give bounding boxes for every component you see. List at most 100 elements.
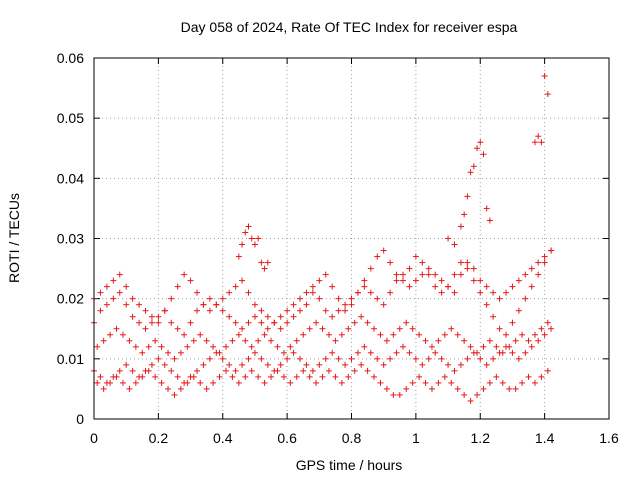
data-point — [187, 277, 194, 284]
y-tick-label: 0.05 — [57, 110, 84, 126]
data-point — [332, 337, 339, 344]
data-point — [145, 343, 152, 350]
data-point — [100, 385, 107, 392]
data-point — [242, 373, 249, 380]
data-point — [480, 385, 487, 392]
data-point — [229, 373, 236, 380]
data-point — [245, 355, 252, 362]
data-point — [222, 343, 229, 350]
data-point — [496, 295, 503, 302]
x-tick-label: 0.6 — [277, 430, 297, 446]
data-point — [377, 379, 384, 386]
data-point — [129, 313, 136, 320]
data-point — [168, 295, 175, 302]
data-point — [184, 343, 191, 350]
data-point — [374, 295, 381, 302]
x-tick-label: 0 — [90, 430, 98, 446]
data-point — [467, 397, 474, 404]
data-point — [454, 331, 461, 338]
data-point — [235, 253, 242, 260]
data-point — [428, 343, 435, 350]
data-point — [390, 331, 397, 338]
data-point — [509, 319, 516, 326]
data-point — [348, 301, 355, 308]
data-point — [206, 355, 213, 362]
data-point — [284, 319, 291, 326]
data-point — [528, 343, 535, 350]
data-point — [165, 385, 172, 392]
data-point — [136, 319, 143, 326]
data-point — [522, 271, 529, 278]
x-tick-label: 1.2 — [471, 430, 491, 446]
data-point — [361, 283, 368, 290]
data-point — [232, 283, 239, 290]
data-point — [251, 301, 258, 308]
data-point — [284, 307, 291, 314]
data-point — [486, 379, 493, 386]
data-point — [354, 349, 361, 356]
data-point — [226, 361, 233, 368]
data-point — [226, 289, 233, 296]
data-point — [412, 355, 419, 362]
data-point — [290, 301, 297, 308]
data-point — [139, 373, 146, 380]
data-point — [364, 319, 371, 326]
data-point — [400, 271, 406, 278]
x-tick-label: 0.4 — [213, 430, 233, 446]
data-point — [464, 259, 471, 266]
data-point — [297, 355, 303, 362]
data-point — [313, 319, 320, 326]
data-point — [525, 373, 532, 380]
data-point — [448, 379, 455, 386]
data-point — [457, 259, 464, 266]
data-point — [145, 367, 152, 374]
data-point — [400, 277, 406, 284]
data-point — [255, 373, 262, 380]
data-point — [338, 379, 345, 386]
data-point — [187, 319, 194, 326]
data-point — [474, 391, 481, 398]
data-point — [319, 325, 326, 332]
data-point — [322, 355, 329, 362]
data-point — [342, 361, 349, 368]
data-point — [483, 301, 490, 308]
data-point — [457, 223, 464, 230]
data-point — [297, 307, 303, 314]
data-point — [377, 331, 384, 338]
data-point — [451, 367, 458, 374]
data-point — [380, 361, 387, 368]
data-point — [123, 283, 130, 290]
data-point — [493, 373, 500, 380]
data-point — [380, 301, 387, 308]
data-point — [409, 379, 416, 386]
data-point — [358, 361, 365, 368]
data-point — [248, 343, 255, 350]
data-point — [470, 349, 477, 356]
data-point — [432, 349, 439, 356]
data-point — [116, 289, 123, 296]
data-point — [103, 283, 110, 290]
data-point — [441, 331, 448, 338]
data-point — [200, 361, 207, 368]
data-point — [255, 337, 262, 344]
data-point — [280, 349, 287, 356]
data-point — [190, 337, 197, 344]
data-point — [239, 325, 246, 332]
data-point — [451, 289, 458, 296]
data-point — [306, 325, 313, 332]
data-point — [245, 223, 252, 230]
data-point — [538, 325, 545, 332]
data-point — [342, 307, 349, 314]
data-point — [361, 277, 368, 284]
data-point — [490, 355, 497, 362]
data-point — [123, 361, 130, 368]
data-point — [245, 289, 252, 296]
data-point — [477, 139, 484, 146]
data-point — [531, 139, 538, 146]
data-point — [548, 325, 555, 332]
data-point — [490, 289, 497, 296]
data-point — [322, 271, 329, 278]
data-point — [316, 361, 323, 368]
data-point — [503, 289, 509, 296]
data-point — [210, 379, 217, 386]
